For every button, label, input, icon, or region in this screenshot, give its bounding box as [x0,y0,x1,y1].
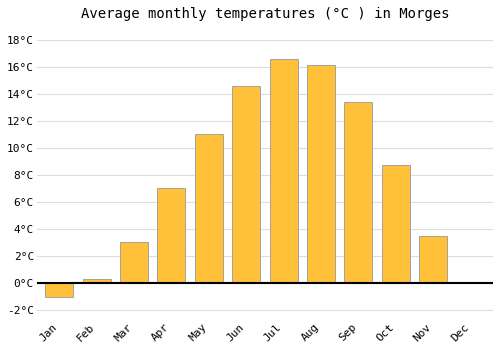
Bar [120,243,148,283]
Bar [45,283,73,296]
Bar [232,86,260,283]
Bar [158,188,186,283]
Bar [82,279,110,283]
Bar [270,59,297,283]
Bar [195,134,223,283]
Bar [382,166,410,283]
Bar [307,65,335,283]
Bar [419,236,447,283]
Title: Average monthly temperatures (°C ) in Morges: Average monthly temperatures (°C ) in Mo… [80,7,449,21]
Bar [344,102,372,283]
